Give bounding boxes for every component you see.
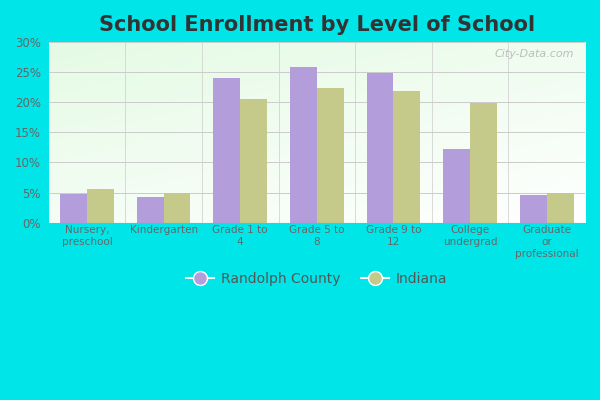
- Bar: [214, 78, 240, 222]
- Bar: [443, 148, 470, 222]
- Bar: [520, 195, 547, 222]
- Bar: [240, 99, 267, 222]
- Bar: [394, 91, 420, 222]
- Title: School Enrollment by Level of School: School Enrollment by Level of School: [99, 15, 535, 35]
- Bar: [87, 189, 114, 222]
- Bar: [470, 104, 497, 222]
- Bar: [137, 197, 164, 222]
- Bar: [317, 88, 344, 222]
- Bar: [547, 193, 574, 222]
- Bar: [60, 194, 87, 222]
- Bar: [164, 193, 190, 222]
- Bar: [367, 73, 394, 222]
- Legend: Randolph County, Indiana: Randolph County, Indiana: [181, 266, 453, 292]
- Text: City-Data.com: City-Data.com: [495, 49, 574, 59]
- Bar: [290, 67, 317, 222]
